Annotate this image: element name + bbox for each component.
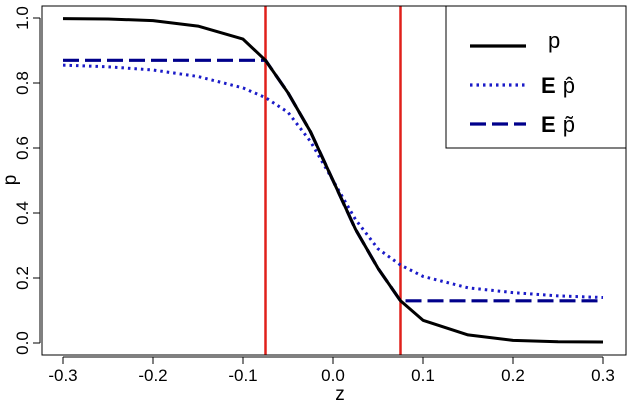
reference-lines (264, 6, 402, 355)
x-tick-label: 0.3 (591, 366, 615, 385)
y-tick-label: 0.8 (13, 71, 32, 95)
y-tick-label: 0.4 (13, 201, 32, 225)
x-tick-label: 0.0 (321, 366, 345, 385)
legend-label: p (548, 28, 560, 53)
legend: p E p̂ E p̃ (445, 5, 627, 149)
y-tick-label: 0.6 (13, 136, 32, 160)
x-tick-label: 0.2 (501, 366, 525, 385)
x-tick-label: 0.1 (411, 366, 435, 385)
series-lines (62, 17, 604, 344)
y-tick-label: 0.2 (13, 266, 32, 290)
plot-frame (41, 5, 627, 356)
legend-box (445, 5, 627, 149)
y-tick-label: 0.0 (13, 331, 32, 355)
x-tick-label: -0.3 (48, 366, 77, 385)
y-axis-title: p (0, 175, 21, 186)
series-line-solid (62, 17, 604, 344)
axes: -0.3 -0.2 -0.1 0.0 0.1 0.2 0.3 0.0 0.2 0.4 0.6 0.8 1… (13, 6, 615, 385)
y-tick-label: 1.0 (13, 6, 32, 30)
x-tick-label: -0.2 (138, 366, 167, 385)
x-tick-label: -0.1 (228, 366, 257, 385)
x-axis-title: z (335, 384, 345, 404)
